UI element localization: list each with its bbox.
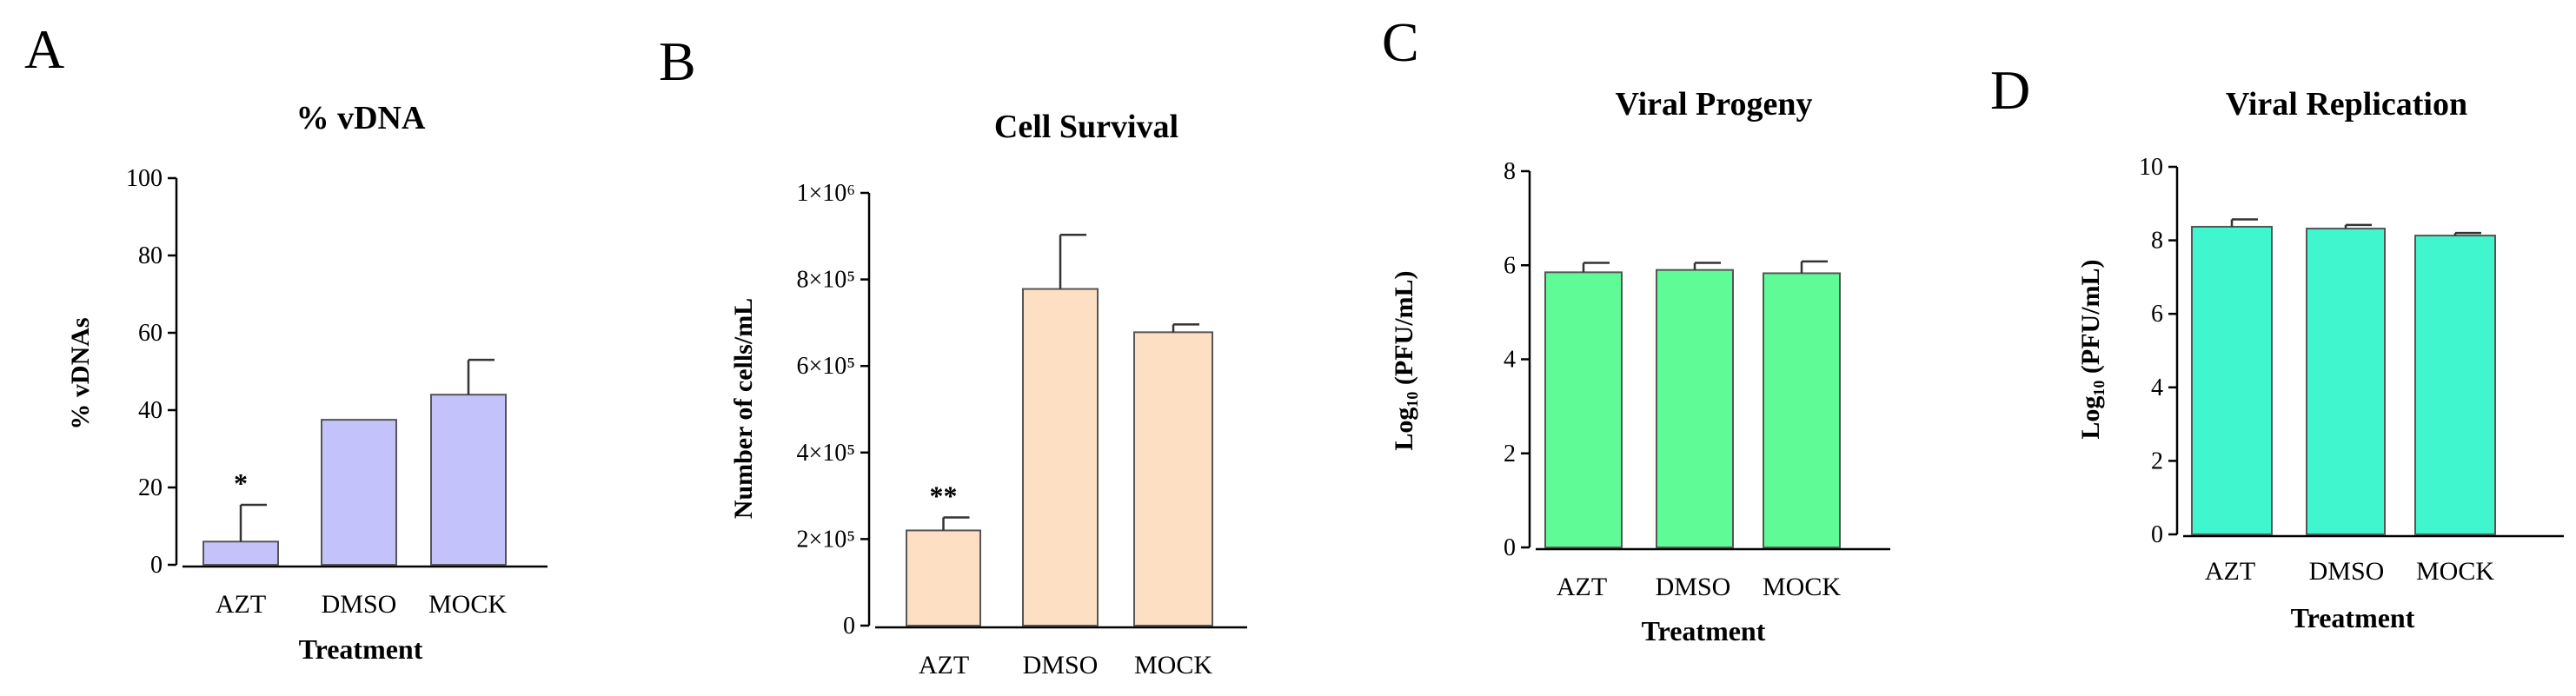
panel-b-y-tick-label: 4×10⁵ [796,440,855,467]
panel-b-y-tick-label: 0 [843,613,855,640]
panel-c-bar-mock [1763,272,1841,548]
panel-b-y-tick-label: 2×10⁵ [796,526,855,553]
panel-b-category-label: AZT [919,651,969,679]
panel-d-bar-dmso [2306,228,2386,535]
panel-b-y-tick-label: 8×10⁵ [796,267,855,294]
panel-a-y-tick-label: 100 [126,165,163,192]
panel-b-y-tick-label: 6×10⁵ [796,353,855,380]
panel-c-category-label: DMSO [1656,573,1731,601]
panel-d-y-tick-label: 10 [2139,154,2163,181]
panel-d-y-tick-label: 8 [2151,228,2163,255]
panel-d-y-label: Log₁₀ (PFU/mL) [2076,259,2105,439]
panel-d-letter: D [1990,59,2030,121]
panel-c-y-tick-label: 4 [1504,347,1516,374]
panel-d-x-label: Treatment [2291,602,2415,633]
panel-c-y-label: Log₁₀ (PFU/mL) [1390,270,1418,450]
panel-d-y-tick-label: 4 [2151,375,2163,401]
panel-a-y-tick-label: 20 [138,474,163,501]
panel-c-letter: C [1382,11,1419,73]
panel-a-y-tick-label: 60 [138,320,163,347]
panel-c-bar-dmso [1656,268,1734,548]
panel-b-significance-marker: ** [930,481,958,512]
panel-a-category-label: DMSO [322,590,397,619]
panel-b-bar-mock [1133,331,1213,626]
panel-b-letter: B [659,30,696,92]
panel-b-category-label: DMSO [1023,651,1099,679]
panel-d-category-label: DMSO [2309,557,2385,586]
panel-a-bar-azt [202,540,279,566]
panel-d-bar-azt [2191,225,2273,535]
panel-b-title: Cell Survival [994,109,1178,145]
panel-c-y-tick-label: 6 [1504,252,1516,279]
panel-a-y-label: % vDNAs [66,317,95,429]
panel-c-y-tick-label: 8 [1504,158,1516,185]
panel-d-title: Viral Replication [2226,86,2467,123]
panel-c-category-label: MOCK [1763,573,1841,601]
panel-b-bar-dmso [1022,288,1099,626]
panel-b-y-label: Number of cells/mL [729,298,758,519]
panel-c-title: Viral Progeny [1616,86,1813,123]
panel-d-y-tick-label: 0 [2151,521,2163,548]
panel-d-category-label: AZT [2205,557,2255,586]
panel-a-y-tick-label: 80 [138,242,163,269]
panel-b-category-label: MOCK [1134,651,1212,679]
panel-a-significance-marker: * [234,467,248,499]
panel-d-bar-mock [2414,235,2496,535]
panel-a-bar-dmso [321,419,397,566]
panel-c-y-tick-label: 2 [1504,441,1516,467]
panel-d-y-tick-label: 6 [2151,301,2163,328]
panel-c-y-tick-label: 0 [1504,534,1516,561]
panel-a-x-label: Treatment [299,633,423,665]
panel-a-category-label: AZT [216,590,266,619]
panel-a-letter: A [24,18,64,80]
panel-a-bar-mock [430,394,507,567]
panel-a-category-label: MOCK [428,590,507,619]
panel-a-y-tick-label: 40 [138,397,163,424]
panel-b-y-tick-label: 1×10⁶ [796,180,855,207]
panel-a-y-tick-label: 0 [150,552,163,579]
panel-d-y-tick-label: 2 [2151,447,2163,474]
panel-c-category-label: AZT [1557,573,1607,601]
panel-d-category-label: MOCK [2416,557,2494,586]
panel-b-bar-azt [906,529,981,626]
panel-c-x-label: Treatment [1642,615,1766,646]
panel-a-title: % vDNA [296,100,426,136]
panel-c-bar-azt [1544,271,1623,548]
